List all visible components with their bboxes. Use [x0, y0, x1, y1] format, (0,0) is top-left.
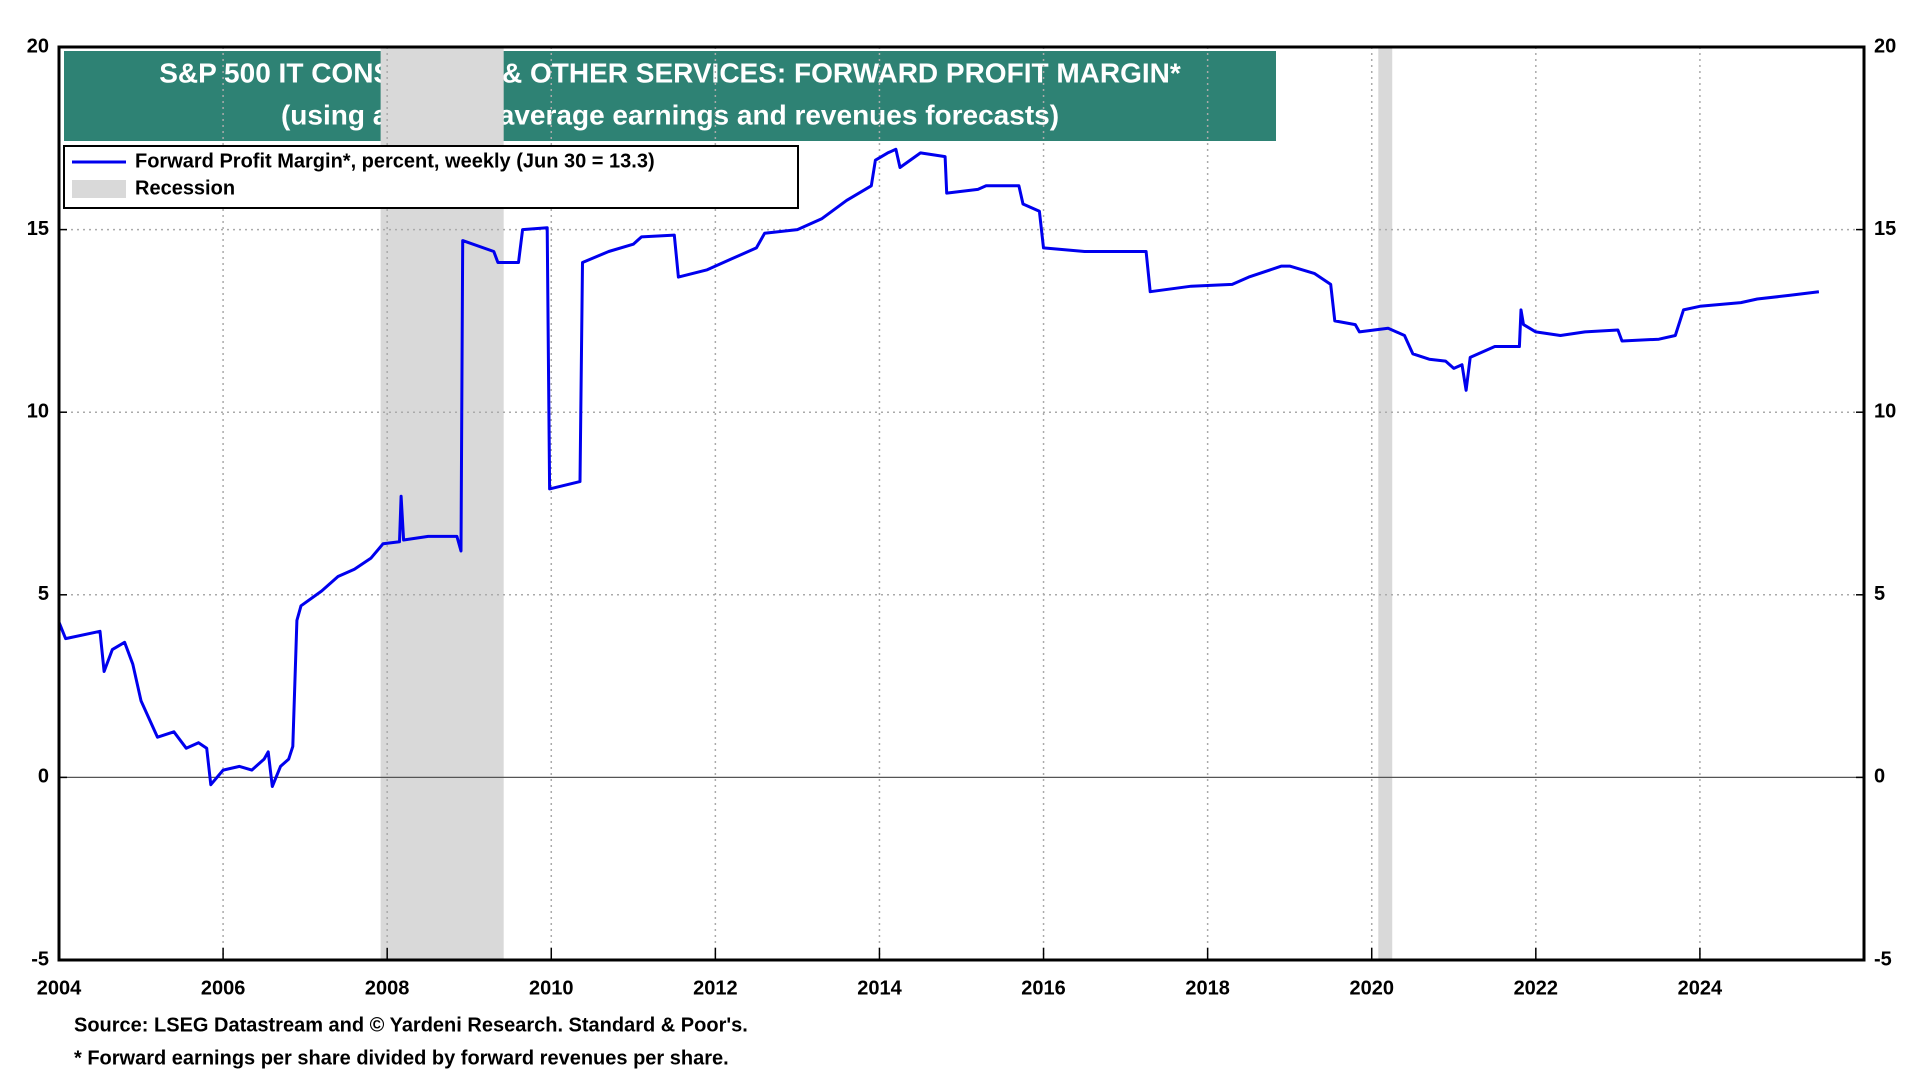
y-tick-label: 20	[27, 35, 49, 57]
footnote: * Forward earnings per share divided by …	[74, 1047, 729, 1069]
x-tick-label: 2022	[1514, 977, 1559, 999]
x-tick-label: 2016	[1021, 977, 1066, 999]
plot-frame	[57, 45, 1866, 962]
source: Source: LSEG Datastream and © Yardeni Re…	[74, 1014, 748, 1036]
x-tick-label: 2006	[201, 977, 246, 999]
title-box	[64, 51, 1276, 141]
x-tick-label: 2024	[1678, 977, 1723, 999]
x-tick-label: 2018	[1185, 977, 1230, 999]
y-tick-label: -5	[31, 948, 49, 970]
legend-label: Recession	[135, 177, 235, 199]
x-tick-label: 2020	[1349, 977, 1394, 999]
x-tick-label: 2004	[37, 977, 82, 999]
y-tick-label: 10	[27, 400, 49, 422]
chart-title: S&P 500 IT CONSULTING & OTHER SERVICES: …	[159, 57, 1181, 88]
x-tick-label: 2008	[365, 977, 410, 999]
y-tick-label: 5	[38, 583, 49, 605]
y2-tick-label: 5	[1874, 583, 1885, 605]
y-tick-label: 0	[38, 766, 49, 788]
series-line	[57, 147, 1820, 788]
legend-label: Forward Profit Margin*, percent, weekly …	[135, 150, 655, 172]
x-tick-label: 2010	[529, 977, 574, 999]
legend-box	[63, 145, 799, 209]
y2-tick-label: 0	[1874, 766, 1885, 788]
y2-tick-label: 20	[1874, 35, 1896, 57]
y-tick-label: 15	[27, 218, 49, 240]
x-tick-label: 2012	[693, 977, 738, 999]
x-tick-label: 2014	[857, 977, 902, 999]
y2-tick-label: 10	[1874, 400, 1896, 422]
recession-band	[1378, 47, 1393, 960]
legend-swatch	[72, 180, 126, 198]
y2-tick-label: 15	[1874, 218, 1896, 240]
y2-tick-label: -5	[1874, 948, 1892, 970]
